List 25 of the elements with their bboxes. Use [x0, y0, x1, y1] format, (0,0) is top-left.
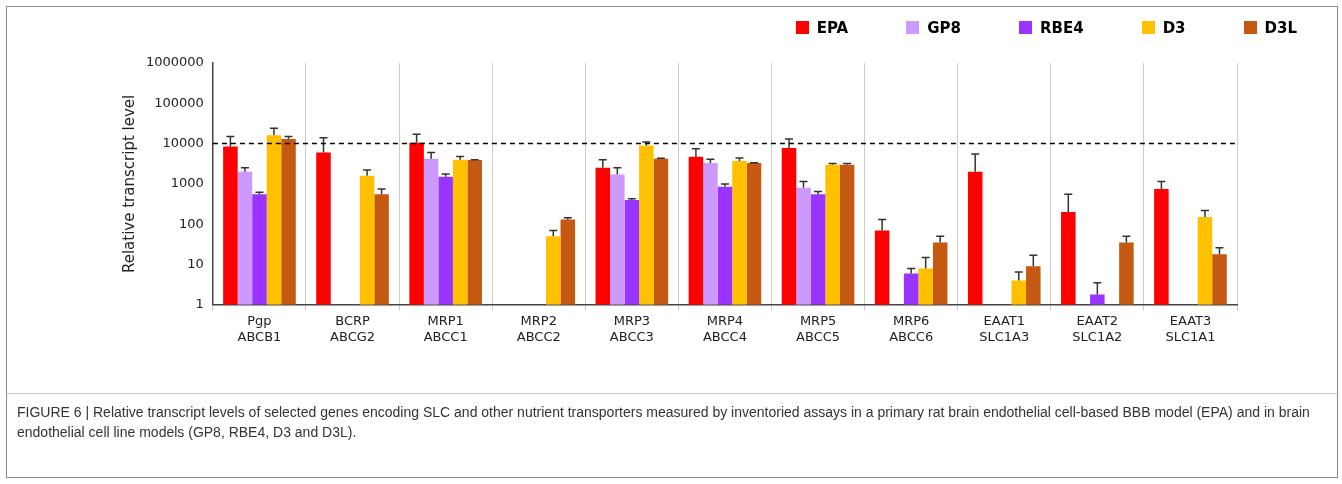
- y-tick-label: 10: [187, 255, 204, 271]
- y-tick-label: 10000: [162, 134, 204, 150]
- x-tick-label: MRP6 ABCC6: [889, 312, 934, 344]
- x-tick-label: BCRP ABCG2: [330, 312, 376, 344]
- y-tick-label: 1000: [170, 175, 204, 191]
- legend-label: D3: [1161, 19, 1186, 37]
- legend-label: EPA: [815, 19, 849, 37]
- x-tick-label: Pgp ABCB1: [237, 312, 282, 344]
- y-tick-label: 100: [179, 215, 204, 231]
- y-tick-label: 1000000: [145, 54, 204, 70]
- y-tick-label: 1: [195, 296, 204, 312]
- x-tick-label: MRP4 ABCC4: [702, 312, 747, 344]
- caption: FIGURE 6 | Relative transcript levels of selected genes encoding SLC and other nutrient transporters measured by inventoried assays in a primary rat brain endothelial cell-based BBB model (EPA) and in brain endothelial cell line models (GP8, RBE4, D3 and D3L).: [17, 403, 1311, 443]
- x-tick-label: MRP2 ABCC2: [516, 312, 561, 344]
- x-tick-label: EAAT1 SLC1A3: [979, 312, 1030, 344]
- x-tick-label: EAAT3 SLC1A1: [1165, 312, 1216, 344]
- x-tick-label: MRP1 ABCC1: [423, 312, 468, 344]
- x-tick-label: MRP3 ABCC3: [609, 312, 654, 344]
- legend-label: GP8: [926, 19, 961, 37]
- y-tick-label: 100000: [154, 94, 204, 110]
- x-tick-label: EAAT2 SLC1A2: [1072, 312, 1123, 344]
- x-tick-label: MRP5 ABCC5: [796, 312, 841, 344]
- y-axis-title: Relative transcript level: [119, 94, 138, 274]
- legend-label: RBE4: [1039, 19, 1084, 37]
- legend-label: D3L: [1263, 19, 1297, 37]
